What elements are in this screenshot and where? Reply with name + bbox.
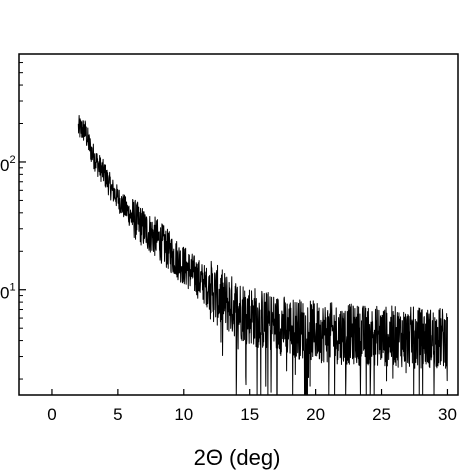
series-layer [77, 115, 448, 396]
plot-frame [18, 53, 459, 396]
x-tick-label-15: 15 [240, 405, 259, 424]
x-axis-title: 2Θ (deg) [194, 445, 281, 470]
ticks-layer: 0 5 10 15 20 25 30 01 02 [0, 62, 457, 424]
y-tick-label-10: 01 [0, 282, 16, 303]
series-line-0 [77, 115, 448, 396]
y-tick-label-100: 02 [0, 154, 16, 175]
x-tick-label-20: 20 [306, 405, 325, 424]
x-tick-label-0: 0 [47, 405, 56, 424]
x-tick-label-25: 25 [372, 405, 391, 424]
x-tick-label-10: 10 [174, 405, 193, 424]
x-tick-label-30: 30 [438, 405, 457, 424]
x-tick-label-5: 5 [113, 405, 122, 424]
